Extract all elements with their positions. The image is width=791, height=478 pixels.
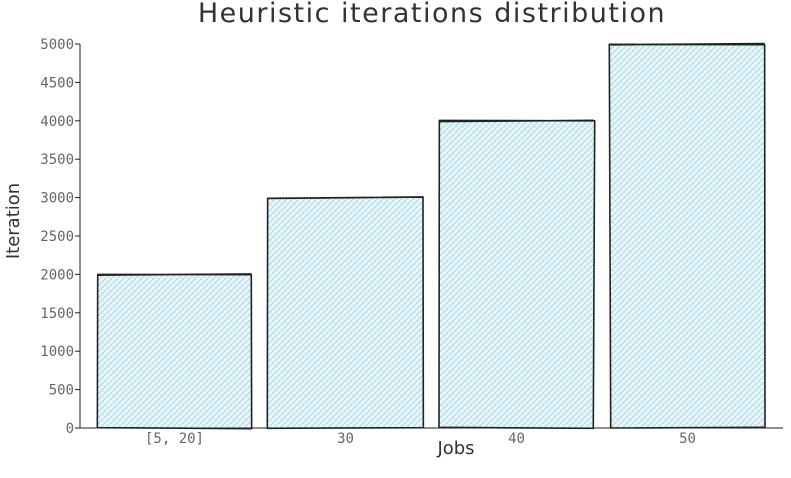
chart-title: Heuristic iterations distribution [198, 0, 666, 29]
x-tick-label: 40 [508, 431, 525, 447]
x-axis-label: Jobs [436, 438, 474, 459]
y-tick-label: 500 [49, 383, 74, 399]
y-tick-label: 4000 [40, 114, 74, 130]
x-tick-label: 30 [337, 431, 354, 447]
bar [266, 196, 425, 430]
y-tick-label: 0 [66, 421, 74, 437]
y-tick-label: 4500 [40, 75, 74, 91]
bar-fill [610, 44, 765, 428]
bar-fill [268, 197, 423, 428]
y-axis-label: Iteration [3, 183, 24, 259]
x-tick-label: [5, 20] [145, 431, 204, 447]
y-tick-label: 3500 [40, 152, 74, 168]
bar [438, 119, 596, 430]
y-tick-label: 1000 [40, 344, 74, 360]
y-tick-label: 3000 [40, 191, 74, 207]
x-labels-group: [5, 20] 30 40 50 [145, 431, 696, 447]
bar [96, 273, 253, 430]
y-ticks-group: 0 500 1000 1500 2000 2500 3000 3500 4000 4500 5000 [40, 37, 80, 437]
x-tick-label: 50 [679, 431, 696, 447]
bar-fill [97, 274, 252, 428]
y-tick-label: 5000 [40, 37, 74, 53]
bars-group [96, 42, 766, 430]
y-tick-label: 1500 [40, 306, 74, 322]
y-tick-label: 2000 [40, 267, 74, 283]
y-tick-label: 2500 [40, 229, 74, 245]
bar-fill [439, 120, 594, 429]
bar [608, 42, 766, 429]
